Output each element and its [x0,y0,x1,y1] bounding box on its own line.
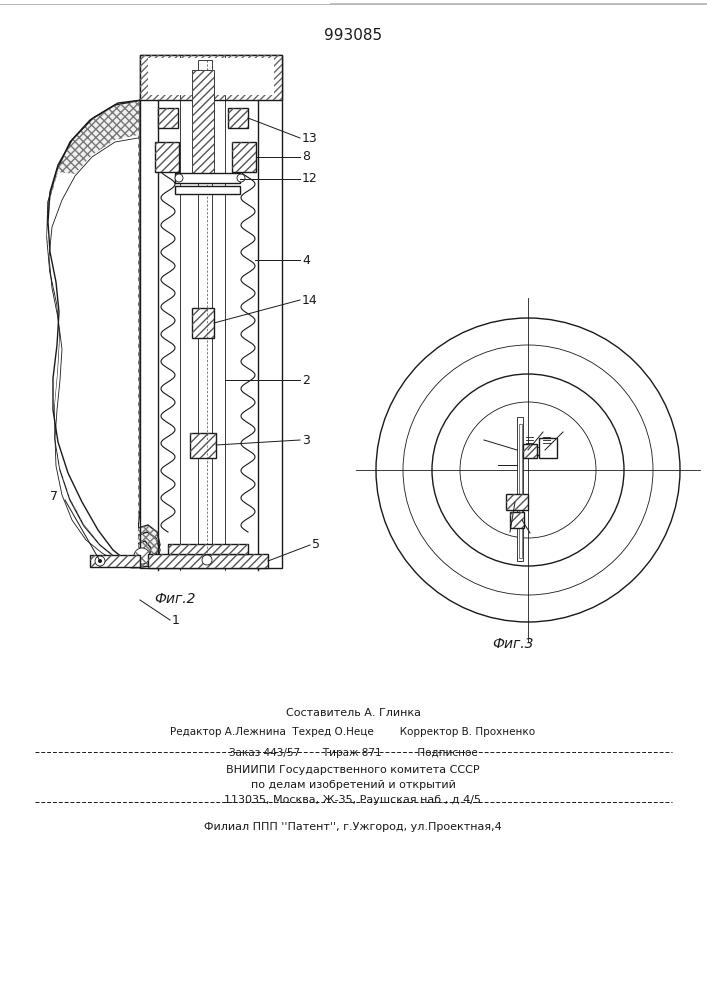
Bar [192,70,214,180]
Circle shape [95,556,105,566]
Circle shape [432,374,624,566]
Polygon shape [47,100,160,567]
Bar [192,70,214,180]
Text: Составитель А. Глинка: Составитель А. Глинка [286,708,421,718]
Bar [228,108,248,128]
Bar [519,424,522,558]
Circle shape [376,318,680,622]
Bar [539,438,557,458]
Text: Фиг.2: Фиг.2 [154,592,196,606]
Text: 2: 2 [486,458,494,472]
Bar [198,60,212,560]
Bar [523,444,537,458]
Text: 3: 3 [302,434,310,446]
Text: Филиал ППП ''Патент'', г.Ужгород, ул.Проектная,4: Филиал ППП ''Патент'', г.Ужгород, ул.Про… [204,822,502,832]
Bar [155,142,179,172]
Text: по делам изобретений и открытий: по делам изобретений и открытий [250,780,455,790]
Bar [506,494,528,510]
Text: 7: 7 [50,490,58,504]
Bar [228,108,248,128]
Bar [506,494,528,510]
Bar [190,433,216,458]
Bar [190,433,216,458]
Text: ВНИИПИ Государственного комитета СССР: ВНИИПИ Государственного комитета СССР [226,765,480,775]
Bar [140,55,282,100]
Bar [148,58,274,95]
Bar [232,142,256,172]
Circle shape [175,174,183,182]
Text: 13: 13 [302,131,317,144]
Bar [168,544,248,554]
Bar [90,555,140,567]
Bar [192,308,214,338]
Text: 4: 4 [302,253,310,266]
Text: 1: 1 [529,532,537,544]
Bar [90,555,140,567]
Circle shape [237,174,245,182]
Bar [175,186,240,194]
Text: Фиг.3: Фиг.3 [492,637,534,651]
Text: 2: 2 [302,373,310,386]
Text: 9: 9 [539,418,547,432]
Text: 993085: 993085 [324,28,382,43]
Bar [232,142,256,172]
Bar [192,308,214,338]
Bar [140,55,282,100]
Text: 1: 1 [172,613,180,626]
Circle shape [460,402,596,538]
Text: Заказ 443/57       Тираж 871           Подписное: Заказ 443/57 Тираж 871 Подписное [228,748,477,758]
Bar [510,512,524,528]
Text: 11: 11 [558,418,574,432]
Text: 4: 4 [472,428,480,442]
Bar [158,108,178,128]
Circle shape [403,345,653,595]
Bar [517,417,523,561]
Bar [148,554,268,568]
Text: 113035, Москва, Ж-35, Раушская наб., д.4/5: 113035, Москва, Ж-35, Раушская наб., д.4… [225,795,481,805]
Bar [155,142,179,172]
Text: 6: 6 [496,526,504,538]
Bar [523,444,537,458]
Polygon shape [47,135,138,567]
Circle shape [202,555,212,565]
Text: 12: 12 [302,172,317,186]
Text: 5: 5 [312,538,320,552]
Bar [158,108,178,128]
Text: 8: 8 [302,150,310,163]
Bar [510,512,524,528]
Bar [148,554,268,568]
Text: 14: 14 [302,294,317,306]
Text: Редактор А.Лежнина  Техред О.Неце        Корректор В. Прохненко: Редактор А.Лежнина Техред О.Неце Коррект… [170,727,536,737]
Bar [175,173,240,183]
Circle shape [134,548,150,564]
Bar [168,544,248,554]
Circle shape [98,559,102,563]
Bar [140,55,282,568]
